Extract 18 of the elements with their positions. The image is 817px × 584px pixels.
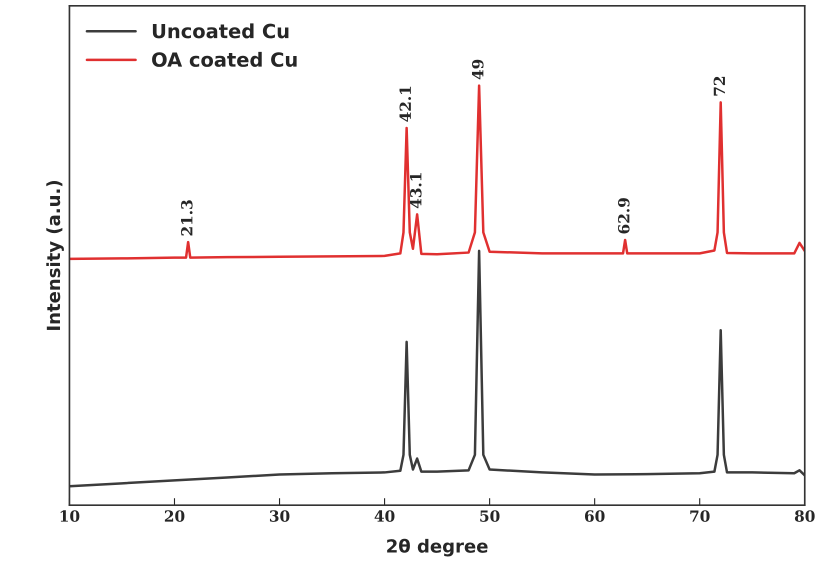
x-tick-label: 10 <box>60 510 80 522</box>
annotation: 21.3 <box>181 200 193 236</box>
x-axis-title: 2θ degree <box>387 538 488 556</box>
x-tick-label: 30 <box>270 510 290 522</box>
legend-label: OA coated Cu <box>152 52 297 67</box>
x-tick-label: 20 <box>164 510 184 522</box>
annotation: 62.9 <box>618 198 630 234</box>
x-tick-label: 50 <box>480 510 500 522</box>
x-tick-label: 70 <box>690 510 710 522</box>
annotation: 42.1 <box>400 86 412 122</box>
x-tick-label: 40 <box>374 510 394 522</box>
x-tick-label: 80 <box>794 510 815 522</box>
annotation: 43.1 <box>410 173 422 208</box>
legend-label: Uncoated Cu <box>152 23 288 38</box>
annotation: 72 <box>714 76 725 96</box>
y-axis-title: Intensity (a.u.) <box>46 180 64 330</box>
x-tick-label: 60 <box>584 510 605 522</box>
annotation: 49 <box>472 60 484 80</box>
